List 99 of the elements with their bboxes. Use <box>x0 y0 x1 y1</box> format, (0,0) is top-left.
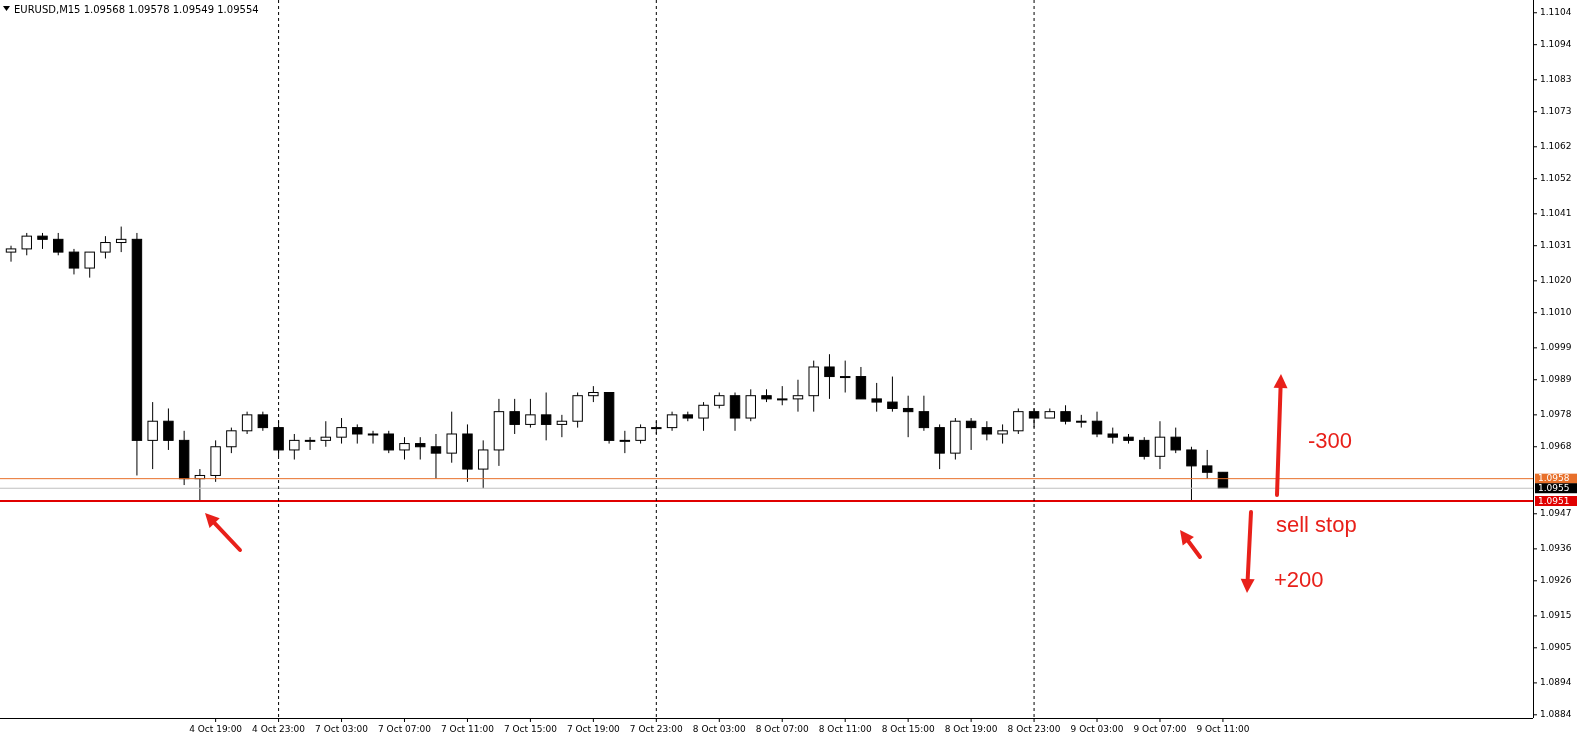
candlestick <box>1170 427 1181 454</box>
candlestick <box>21 232 32 256</box>
annotation: +200 <box>1274 567 1324 592</box>
candlestick <box>745 388 756 422</box>
candlestick <box>147 401 158 470</box>
candlestick <box>115 226 127 253</box>
y-tick-label: 1.1094 <box>1540 39 1572 50</box>
y-tick-label: 1.1031 <box>1540 240 1572 251</box>
candlestick <box>839 360 851 394</box>
candlestick <box>997 423 1008 445</box>
x-tick-label: 7 Oct 03:00 <box>315 724 369 734</box>
y-tick-label: 1.0905 <box>1540 642 1572 653</box>
candlestick <box>824 353 835 400</box>
candlestick <box>556 414 568 438</box>
x-tick-label: 9 Oct 03:00 <box>1070 724 1124 734</box>
y-tick-label: 1.1052 <box>1540 173 1572 184</box>
candlestick <box>320 420 332 448</box>
candlestick <box>1013 407 1024 435</box>
candlestick <box>1139 436 1150 461</box>
candlestick <box>1091 411 1103 438</box>
candlestick <box>289 433 300 461</box>
candlestick <box>399 436 410 461</box>
y-tick-label: 1.0894 <box>1540 677 1572 688</box>
candlestick <box>965 417 977 451</box>
y-tick-label: 1.1083 <box>1540 74 1572 85</box>
y-tick-label: 1.0999 <box>1540 342 1572 353</box>
candlestick <box>918 395 930 432</box>
candlestick <box>226 427 237 454</box>
candlestick <box>540 392 552 441</box>
x-tick-label: 8 Oct 11:00 <box>818 724 872 734</box>
candlestick <box>666 411 678 432</box>
x-tick-label: 4 Oct 19:00 <box>189 724 243 734</box>
candlestick <box>981 420 993 441</box>
x-tick-label: 9 Oct 11:00 <box>1196 724 1250 734</box>
y-tick-label: 1.1104 <box>1540 7 1572 18</box>
candlestick <box>336 417 347 445</box>
annotation: -300 <box>1308 428 1353 453</box>
y-tick-label: 1.0926 <box>1540 575 1572 586</box>
candlestick <box>163 407 174 451</box>
candlestick <box>871 382 882 413</box>
candlestick <box>5 245 17 263</box>
candlestick <box>729 392 741 432</box>
y-tick-label: 1.0989 <box>1540 374 1572 385</box>
x-tick-label: 7 Oct 15:00 <box>503 724 558 734</box>
x-tick-label: 4 Oct 23:00 <box>252 724 306 734</box>
candlestick <box>887 376 898 413</box>
candlestick <box>1201 449 1213 480</box>
candlestick <box>698 401 709 432</box>
y-tick-label: 1.1062 <box>1540 141 1572 152</box>
x-tick-label: 7 Oct 07:00 <box>378 724 432 734</box>
ref-line-label: 1.0951 <box>1538 495 1570 506</box>
candlestick <box>619 430 631 454</box>
candlestick <box>430 433 442 480</box>
candlestick <box>304 436 316 451</box>
candlestick <box>352 423 363 445</box>
candlestick <box>53 232 64 256</box>
y-tick-label: 1.1041 <box>1540 208 1572 219</box>
x-tick-label: 8 Oct 15:00 <box>881 724 935 734</box>
candlestick <box>777 385 788 406</box>
x-tick-label: 8 Oct 19:00 <box>944 724 998 734</box>
y-tick-label: 1.0884 <box>1540 709 1572 720</box>
x-tick-label: 9 Oct 07:00 <box>1133 724 1187 734</box>
y-tick-label: 1.1010 <box>1540 307 1572 318</box>
candlestick <box>257 411 269 432</box>
candlestick <box>1154 420 1166 470</box>
x-tick-label: 8 Oct 07:00 <box>755 724 809 734</box>
y-tick-label: 1.0936 <box>1540 543 1572 554</box>
candlestick <box>383 430 394 454</box>
candlestick <box>792 379 804 413</box>
candlestick <box>1060 404 1071 425</box>
candlestick <box>1186 446 1197 502</box>
ref-line-label: 1.0955 <box>1538 482 1570 493</box>
y-tick-label: 1.0968 <box>1540 441 1572 452</box>
y-tick-label: 1.0947 <box>1540 508 1572 519</box>
y-tick-label: 1.0915 <box>1540 610 1572 621</box>
y-tick-label: 1.1073 <box>1540 106 1572 117</box>
x-tick-label: 8 Oct 23:00 <box>1007 724 1061 734</box>
x-tick-label: 7 Oct 23:00 <box>629 724 684 734</box>
candlestick <box>635 423 646 445</box>
candlestick <box>525 398 536 429</box>
candlestick <box>241 411 253 435</box>
candlestick <box>477 439 489 489</box>
x-tick-label: 7 Oct 19:00 <box>566 724 621 734</box>
candlestick <box>902 395 914 438</box>
candlestick <box>100 235 111 259</box>
y-tick-label: 1.0978 <box>1540 409 1572 420</box>
candlestick <box>367 430 379 445</box>
ref-line-label: 1.0958 <box>1538 473 1570 484</box>
candlestick <box>68 248 80 275</box>
candlestick <box>509 398 520 435</box>
candlestick <box>84 251 95 279</box>
candlestick <box>855 366 867 400</box>
candlestick <box>446 411 457 464</box>
y-tick-label: 1.1020 <box>1540 275 1572 286</box>
candlestick <box>415 436 426 461</box>
annotation: sell stop <box>1276 512 1357 537</box>
x-tick-label: 7 Oct 11:00 <box>440 724 495 734</box>
chart-title: EURUSD,M15 1.09568 1.09578 1.09549 1.09554 <box>14 4 259 15</box>
x-tick-label: 8 Oct 03:00 <box>692 724 747 734</box>
